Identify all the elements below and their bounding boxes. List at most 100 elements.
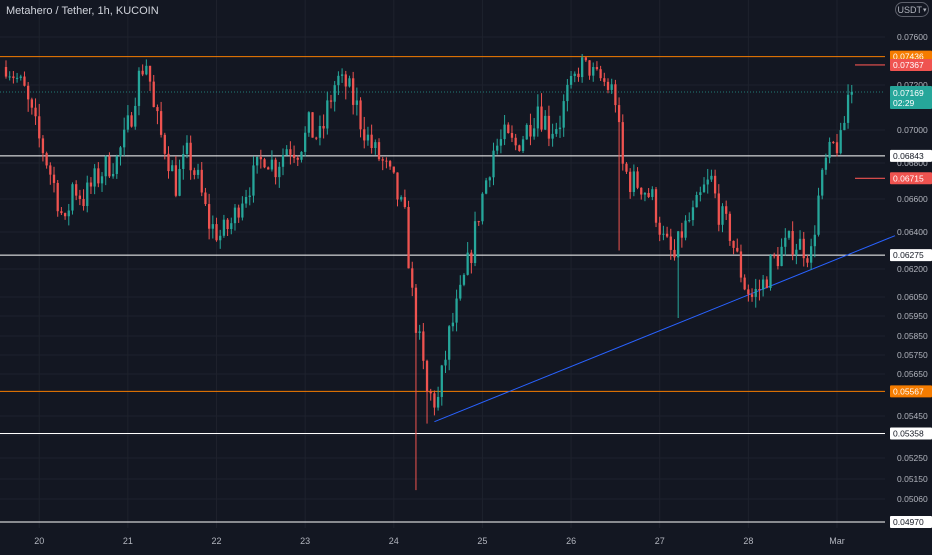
price-tick-label: 0.05150: [897, 474, 928, 484]
candle-body: [333, 85, 336, 102]
candle-body: [119, 147, 122, 157]
candle-body: [300, 151, 303, 160]
candle-body: [45, 153, 48, 166]
candle-body: [713, 175, 717, 194]
candle-body: [233, 207, 237, 224]
time-tick-label: 25: [477, 536, 487, 546]
candle-body: [621, 122, 624, 164]
level-price-label-bg: [890, 516, 932, 528]
candle-body: [130, 115, 133, 127]
candle-body: [322, 125, 325, 129]
candle-body: [348, 78, 351, 87]
candle-body: [761, 279, 765, 290]
candle-body: [555, 129, 558, 134]
level-price-label: 0.06715: [893, 173, 924, 183]
candle-body: [588, 60, 591, 76]
candle-body: [448, 326, 451, 360]
candle-body: [510, 133, 514, 138]
candle-body: [89, 182, 93, 187]
trendline-layer[interactable]: [434, 235, 896, 423]
candles: [4, 53, 853, 491]
candle-body: [315, 137, 318, 139]
candle-body: [828, 141, 831, 158]
candle-body: [514, 137, 517, 146]
candle-body: [296, 157, 299, 160]
candle-body: [566, 84, 569, 102]
candle-body: [163, 134, 166, 154]
candle-body: [839, 130, 842, 154]
ascending-trendline[interactable]: [434, 235, 896, 423]
currency-selector[interactable]: USDT ▾: [895, 2, 929, 17]
candle-body: [108, 156, 111, 177]
candle-body: [388, 161, 392, 167]
candle-body: [673, 249, 676, 258]
candle-body: [344, 74, 347, 87]
candle-body: [359, 100, 362, 130]
candle-body: [252, 165, 255, 196]
candle-body: [614, 84, 617, 106]
price-tick-label: 0.05750: [897, 350, 928, 360]
candle-body: [584, 57, 587, 61]
candle-body: [488, 177, 491, 181]
candle-body: [148, 65, 152, 82]
time-tick-label: 23: [300, 536, 310, 546]
candle-body: [699, 192, 702, 196]
candle-body: [363, 129, 366, 141]
level-price-label: 0.06843: [893, 151, 924, 161]
price-tick-label: 0.05250: [897, 453, 928, 463]
price-tick-label: 0.05060: [897, 494, 928, 504]
candle-body: [60, 211, 63, 214]
candle-body: [470, 252, 473, 264]
time-tick-label: 27: [655, 536, 665, 546]
candle-body: [126, 115, 130, 130]
candle-body: [536, 106, 539, 129]
candle-body: [425, 360, 429, 392]
candle-body: [429, 391, 432, 394]
candle-body: [503, 124, 506, 140]
candle-body: [459, 284, 462, 299]
price-tick-label: 0.06050: [897, 292, 928, 302]
time-axis[interactable]: 20 21 22 23 24 25 26 27 28 Mar: [34, 536, 845, 546]
time-tick-label: 21: [123, 536, 133, 546]
candle-body: [19, 76, 22, 78]
level-price-label: 0.06275: [893, 250, 924, 260]
candle-body: [780, 246, 783, 267]
candle-body: [677, 231, 680, 258]
candle-body: [518, 145, 521, 151]
current-price-label: 0.07169: [893, 88, 924, 98]
candle-body: [115, 156, 118, 174]
candle-body: [414, 287, 418, 333]
candle-body: [75, 184, 78, 196]
candle-body: [787, 231, 791, 238]
candle-body: [695, 195, 698, 208]
candle-body: [329, 100, 333, 102]
candle-body: [754, 288, 757, 297]
candle-body: [691, 207, 695, 221]
candle-body: [222, 219, 226, 236]
candle-body: [603, 78, 606, 82]
candle-body: [171, 165, 174, 172]
candle-body: [484, 180, 488, 194]
candle-body: [340, 74, 344, 76]
candle-body: [185, 142, 189, 154]
candle-body: [717, 193, 720, 225]
candle-body: [739, 251, 743, 278]
candle-body: [595, 67, 599, 70]
candle-body: [145, 65, 148, 75]
candle-body: [285, 149, 288, 156]
candle-body: [230, 223, 233, 230]
candle-body: [211, 224, 214, 229]
candle-body: [193, 170, 196, 175]
candle-body: [278, 166, 281, 178]
level-price-label: 0.04970: [893, 517, 924, 527]
countdown-label: 02:29: [893, 98, 915, 108]
candle-body: [573, 73, 576, 76]
candle-body: [529, 124, 532, 137]
candle-body: [4, 67, 8, 77]
candle-body: [521, 139, 525, 151]
candle-body: [38, 116, 41, 139]
price-tick-label: 0.05450: [897, 411, 928, 421]
candle-body: [680, 231, 684, 238]
